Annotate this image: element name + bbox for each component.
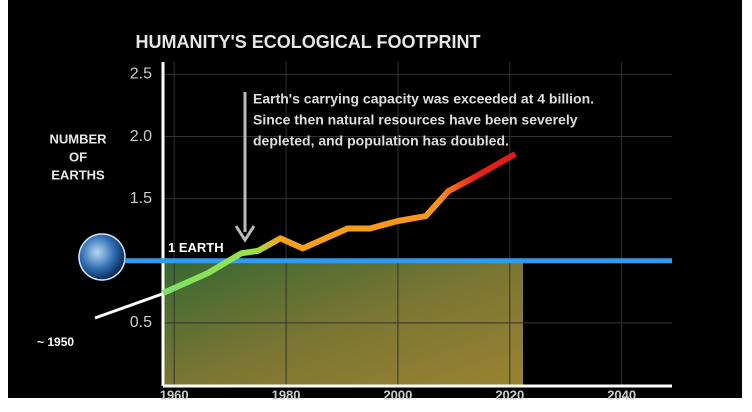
y-tick-label: 2.5 <box>130 66 152 83</box>
annotation-line: depleted, and population has doubled. <box>253 133 509 149</box>
x-tick-label: 2040 <box>607 387 636 402</box>
series-line <box>161 151 517 296</box>
chart-title: HUMANITY'S ECOLOGICAL FOOTPRINT <box>136 32 481 52</box>
y-axis-label: NUMBER OF EARTHS <box>49 131 107 182</box>
y-tick-label: 2.0 <box>130 128 152 145</box>
y-tick-label: 0.5 <box>130 314 152 331</box>
earth-icon <box>78 233 126 281</box>
x-tick-label: 1960 <box>160 387 189 402</box>
x-tick-label: 2020 <box>495 387 524 402</box>
y-axis-label-line: EARTHS <box>51 167 105 182</box>
x-tick-label: 1980 <box>272 387 301 402</box>
annotation: Earth's carrying capacity was exceeded a… <box>253 91 594 149</box>
y-tick-label: 1.5 <box>130 190 152 207</box>
annotation-arrow-head <box>234 225 256 243</box>
start-label: ~ 1950 <box>37 335 74 349</box>
y-axis-label-line: NUMBER <box>49 131 107 146</box>
x-tick-label: 2000 <box>383 387 412 402</box>
start-pointer <box>94 291 166 320</box>
y-axis-label-line: OF <box>69 149 87 164</box>
annotation-line: Earth's carrying capacity was exceeded a… <box>253 91 594 107</box>
annotation-line: Since then natural resources have been s… <box>253 112 578 128</box>
reference-label: 1 EARTH <box>168 240 224 255</box>
